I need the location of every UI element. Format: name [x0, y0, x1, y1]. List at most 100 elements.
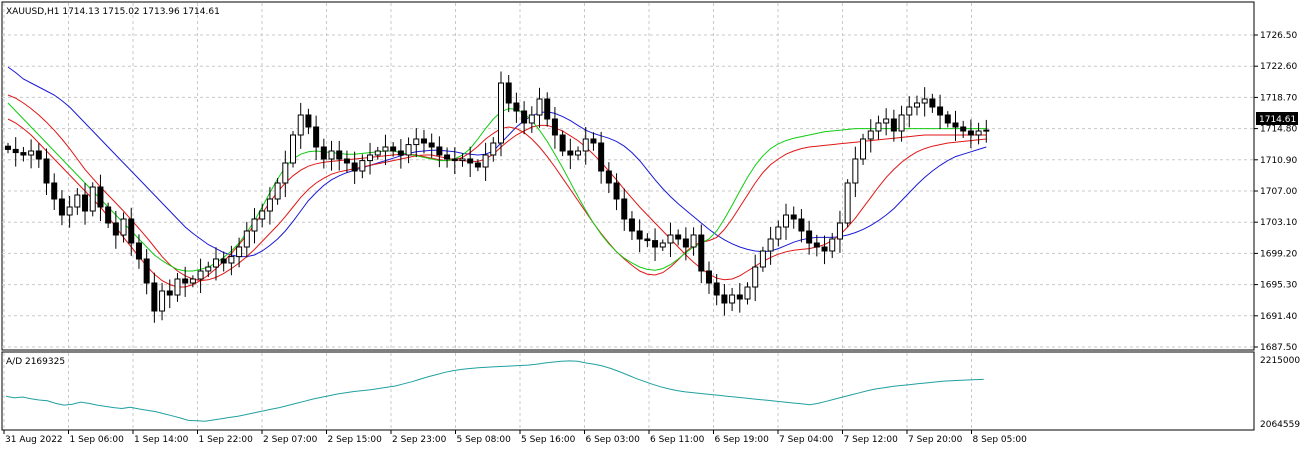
- candle: [51, 173, 58, 211]
- time-tick-label: 2 Sep 23:00: [392, 435, 447, 445]
- candle: [58, 190, 65, 226]
- candle: [844, 179, 851, 228]
- candle: [906, 96, 913, 128]
- candle: [420, 129, 427, 154]
- time-tick-label: 5 Sep 16:00: [521, 435, 576, 445]
- candle: [582, 126, 589, 165]
- candle: [759, 246, 766, 272]
- candle: [105, 202, 112, 228]
- candle: [182, 266, 189, 297]
- moving-average-line: [7, 102, 987, 272]
- price-tick-label: 1695.30: [1260, 281, 1297, 291]
- candle: [821, 235, 828, 265]
- candle: [513, 92, 520, 123]
- candle: [82, 183, 89, 225]
- candle: [498, 71, 504, 157]
- candle: [266, 187, 273, 225]
- candle: [236, 237, 243, 268]
- candle: [290, 131, 297, 168]
- candle: [559, 130, 566, 157]
- candle: [698, 224, 705, 284]
- price-axis: 1726.50 1722.60 1718.70 1714.80 1710.90 1707.…: [1254, 31, 1297, 353]
- candle: [143, 249, 150, 295]
- candle: [667, 222, 674, 258]
- candle: [251, 208, 258, 244]
- candle: [228, 245, 235, 276]
- indicator-label: A/D 2169325: [6, 357, 65, 367]
- candle: [644, 233, 651, 248]
- time-tick-label: 1 Sep 14:00: [134, 435, 189, 445]
- time-tick-label: 6 Sep 11:00: [650, 435, 705, 445]
- price-tick-label: 1699.20: [1260, 249, 1297, 259]
- candle: [598, 131, 605, 184]
- grid: [2, 3, 1254, 429]
- candle: [343, 150, 350, 173]
- time-tick-label: 31 Aug 2022: [5, 435, 63, 445]
- candle: [413, 128, 420, 158]
- candle: [359, 154, 366, 179]
- candle: [960, 120, 967, 138]
- candle: [836, 210, 843, 253]
- candle: [628, 211, 635, 241]
- time-axis: 31 Aug 2022 1 Sep 06:00 1 Sep 14:00 1 Sep 2…: [3, 430, 1028, 445]
- time-tick-label: 1 Sep 22:00: [199, 435, 254, 445]
- candle: [975, 122, 982, 145]
- candle: [575, 146, 582, 161]
- candle: [297, 102, 304, 149]
- candle: [829, 232, 836, 258]
- candle: [197, 258, 204, 294]
- candle: [351, 151, 358, 184]
- candle: [328, 140, 335, 171]
- candle: [436, 136, 443, 168]
- candle: [174, 272, 181, 302]
- candle: [459, 153, 466, 167]
- candle: [944, 111, 951, 128]
- candle: [12, 137, 19, 167]
- candle: [243, 221, 250, 258]
- price-tick-label: 1714.80: [1260, 125, 1297, 135]
- candle: [690, 227, 697, 256]
- moving-average-lines: [7, 66, 987, 288]
- price-pane: [1, 1, 1255, 351]
- candle: [636, 219, 643, 253]
- candle: [274, 177, 281, 205]
- candle: [752, 254, 759, 302]
- candle: [66, 195, 73, 228]
- candle: [159, 282, 166, 321]
- price-tick-label: 1691.40: [1260, 312, 1297, 322]
- candle: [705, 261, 712, 294]
- indicator-pane: [1, 351, 1255, 431]
- candle: [120, 212, 127, 243]
- candle: [390, 142, 397, 157]
- current-price-label: 1714.61: [1259, 115, 1296, 125]
- time-tick-label: 8 Sep 05:00: [973, 435, 1028, 445]
- ad-indicator-line: [5, 360, 984, 422]
- time-tick-label: 7 Sep 20:00: [908, 435, 963, 445]
- candle: [313, 115, 320, 161]
- indicator-tick-label: 2215000: [1260, 356, 1300, 366]
- candle: [967, 119, 974, 149]
- candle: [621, 188, 628, 231]
- candle: [305, 108, 312, 135]
- candle: [913, 95, 920, 116]
- symbol-info: XAUUSD,H1 1714.13 1715.02 1713.96 1714.6…: [6, 7, 220, 17]
- candle: [444, 147, 451, 168]
- time-tick-label: 7 Sep 12:00: [844, 435, 899, 445]
- candle: [367, 142, 374, 175]
- candle: [451, 147, 458, 175]
- candle: [536, 87, 543, 128]
- candle: [713, 274, 720, 306]
- candle: [721, 284, 728, 316]
- time-tick-label: 5 Sep 08:00: [457, 435, 512, 445]
- candle: [428, 133, 435, 158]
- candle: [860, 133, 867, 165]
- candle: [336, 140, 343, 171]
- candle: [898, 105, 905, 142]
- candle: [374, 146, 381, 160]
- candle: [875, 115, 882, 140]
- time-tick-label: 1 Sep 06:00: [70, 435, 125, 445]
- candle: [220, 251, 227, 272]
- candle: [736, 283, 743, 313]
- candle: [74, 188, 81, 215]
- candle: [28, 139, 35, 169]
